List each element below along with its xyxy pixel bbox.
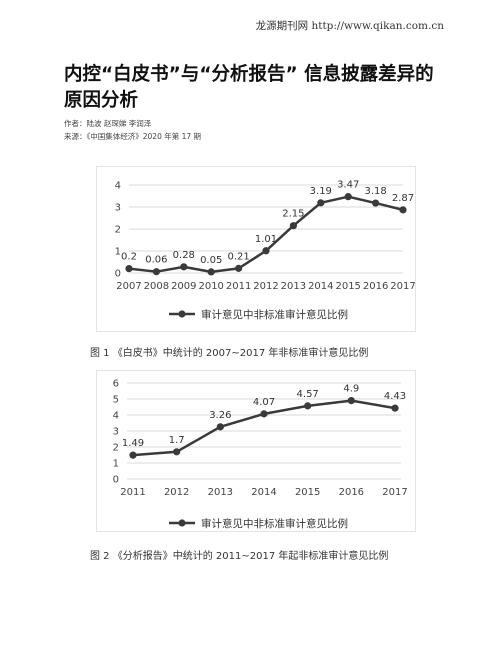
figure-2-chart: 0 1 2 3 4 5 6 2011 2012 2013 2014 2015 2016 2017 1.49 1…: [96, 370, 416, 532]
y-tick-label: 6: [113, 379, 119, 390]
x-tick-label: 2014: [308, 281, 333, 292]
data-point: [180, 263, 188, 271]
article-authors: 作者：陆波 赵琛娣 李润泽: [64, 119, 152, 128]
legend-label: 审计意见中非标准审计意见比例: [201, 308, 348, 321]
x-tick-label: 2012: [253, 281, 278, 292]
data-label: 4.57: [297, 389, 319, 400]
y-tick-label: 1: [113, 459, 119, 470]
data-label: 3.47: [337, 180, 359, 191]
legend-label: 审计意见中非标准审计意见比例: [201, 517, 348, 530]
data-point: [317, 199, 325, 207]
x-tick-label: 2011: [226, 281, 251, 292]
data-point: [347, 397, 355, 405]
x-tick-label: 2016: [339, 487, 364, 498]
data-label: 1.01: [255, 234, 277, 245]
x-tick-label: 2009: [171, 281, 196, 292]
data-point: [304, 402, 312, 410]
y-tick-label: 3: [115, 203, 121, 214]
data-label: 1.49: [122, 438, 144, 449]
data-point: [391, 404, 399, 412]
data-label: 3.26: [209, 410, 231, 421]
data-label: 3.19: [310, 186, 332, 197]
data-point: [152, 268, 160, 276]
x-tick-label: 2012: [164, 487, 189, 498]
data-label: 0.21: [227, 251, 249, 262]
x-tick-label: 2007: [116, 281, 141, 292]
data-label: 3.18: [364, 186, 386, 197]
data-label: 4.43: [384, 391, 406, 402]
y-tick-label: 0: [115, 269, 121, 280]
article-title: 内控“白皮书”与“分析报告” 信息披露差异的原因分析: [64, 64, 434, 111]
figure-1-caption: 图 1 《白皮书》中统计的 2007~2017 年非标准审计意见比例: [90, 348, 369, 359]
y-tick-label: 4: [115, 181, 121, 192]
y-tick-label: 4: [113, 411, 119, 422]
legend-marker-swatch: [178, 310, 186, 318]
data-point: [344, 193, 352, 201]
figure-1-chart: 0 1 2 3 4 2007 2008 2009 2010 2011 2012 2013 2014 201…: [96, 166, 416, 332]
data-point: [216, 423, 224, 431]
data-point: [372, 199, 380, 207]
data-label: 0.06: [145, 255, 167, 266]
x-tick-label: 2008: [144, 281, 169, 292]
data-point: [207, 268, 215, 276]
x-tick-label: 2013: [281, 281, 306, 292]
y-tick-label: 2: [113, 443, 119, 454]
data-point: [260, 410, 268, 418]
data-point: [399, 206, 407, 214]
data-label: 4.07: [253, 397, 275, 408]
x-tick-label: 2015: [295, 487, 320, 498]
data-label: 2.15: [282, 209, 304, 220]
figure-2-svg: 0 1 2 3 4 5 6 2011 2012 2013 2014 2015 2016 2017 1.49 1…: [113, 379, 408, 531]
figure-2-caption: 图 2 《分析报告》中统计的 2011~2017 年起非标准审计意见比例: [90, 551, 389, 562]
data-label: 1.7: [169, 435, 185, 446]
y-tick-label: 0: [113, 475, 119, 486]
y-tick-label: 2: [115, 225, 121, 236]
legend-marker-swatch: [178, 519, 186, 527]
x-tick-label: 2017: [390, 281, 415, 292]
data-label: 0.28: [173, 250, 195, 261]
y-tick-label: 1: [115, 247, 121, 258]
header-source: 龙源期刊网 http://www.qikan.com.cn: [255, 20, 444, 32]
data-point: [235, 264, 243, 272]
data-label: 2.87: [392, 193, 414, 204]
x-tick-label: 2015: [335, 281, 360, 292]
x-tick-label: 2010: [198, 281, 223, 292]
x-tick-label: 2016: [363, 281, 388, 292]
article-source: 来源：《中国集体经济》2020 年第 17 期: [64, 132, 202, 141]
data-point: [289, 222, 297, 230]
data-point: [173, 448, 181, 456]
data-label: 4.9: [343, 384, 359, 395]
data-label: 0.05: [200, 255, 222, 266]
x-tick-label: 2013: [208, 487, 233, 498]
data-label: 0.2: [121, 252, 137, 263]
data-point: [262, 247, 270, 255]
x-tick-label: 2014: [251, 487, 276, 498]
y-tick-label: 3: [113, 427, 119, 438]
x-tick-label: 2011: [120, 487, 145, 498]
data-point: [125, 265, 133, 273]
data-point: [129, 451, 137, 459]
y-tick-label: 5: [113, 395, 119, 406]
x-tick-label: 2017: [382, 487, 407, 498]
